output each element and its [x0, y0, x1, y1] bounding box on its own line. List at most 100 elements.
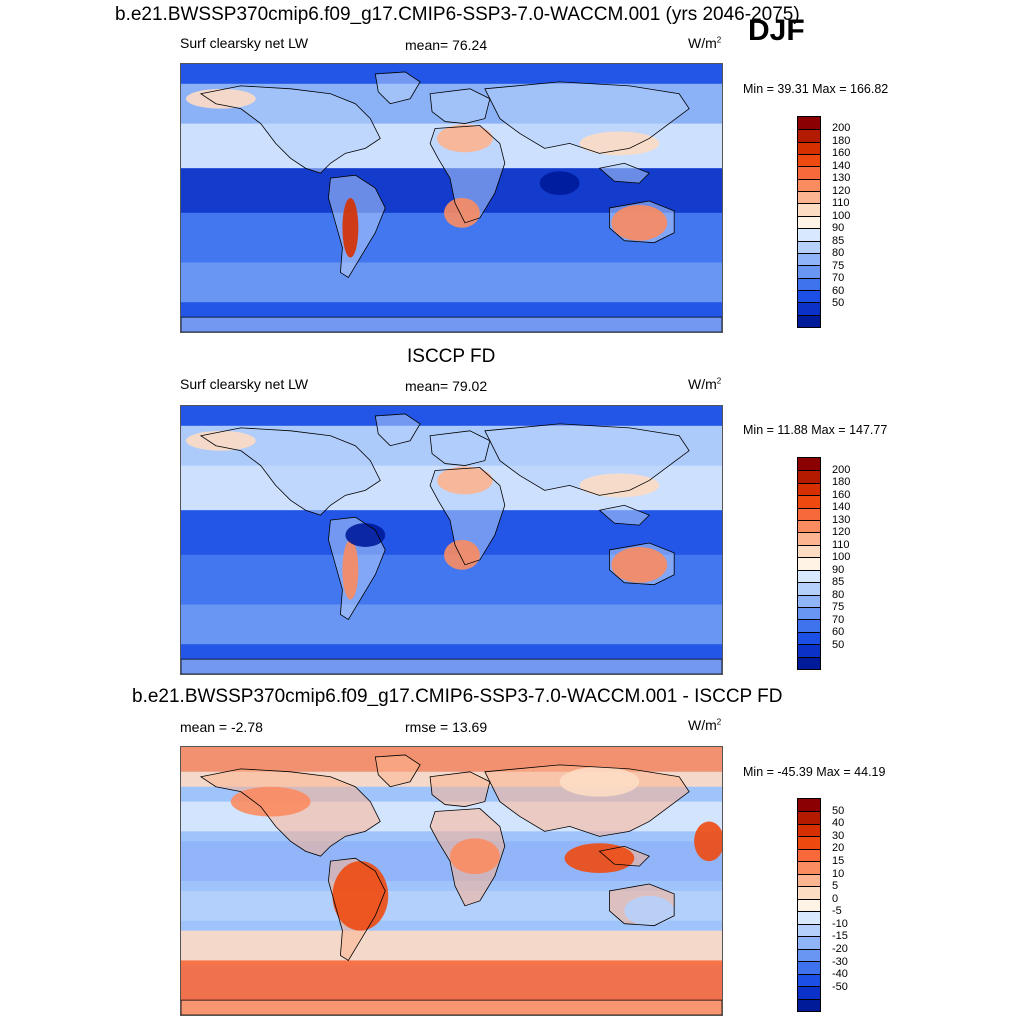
colorbar-segment: [798, 936, 820, 949]
colorbar-segment: [798, 129, 820, 142]
colorbar-tick-label: 5: [832, 880, 839, 893]
colorbar-segment: [798, 117, 820, 130]
colorbar-segment: [798, 277, 820, 290]
colorbar-segment: [798, 302, 820, 315]
colorbar-segment: [798, 861, 820, 874]
colorbar-tick-label: 110: [832, 197, 850, 210]
colorbar-segment: [798, 799, 820, 812]
colorbar-segment: [798, 986, 820, 999]
colorbar-segment: [798, 619, 820, 632]
colorbar-segment: [798, 973, 820, 987]
colorbar: [797, 116, 821, 328]
colorbar-segment: [798, 495, 820, 508]
colorbar-tick-label: -50: [832, 980, 848, 993]
colorbar-tick-label: 90: [832, 222, 845, 235]
variable-label: Surf clearsky net LW: [180, 35, 309, 51]
mean-label: mean= 76.24: [405, 37, 488, 53]
colorbar-tick-label: 50: [832, 297, 845, 310]
units-label: W/m2: [688, 35, 722, 51]
colorbar-tick-label: 70: [832, 272, 845, 285]
colorbar-tick-label: 75: [832, 601, 845, 614]
colorbar-tick-label: 60: [832, 626, 845, 639]
colorbar-segment: [798, 873, 820, 887]
colorbar-tick-label: 160: [832, 488, 851, 501]
mean-label: mean = -2.78: [180, 719, 263, 735]
colorbar-segment: [798, 811, 820, 824]
colorbar-segment: [798, 848, 820, 862]
colorbar-tick-label: 200: [832, 122, 851, 135]
colorbar-tick-label: 140: [832, 159, 851, 172]
colorbar-tick-label: 110: [832, 538, 850, 551]
colorbar: [797, 457, 821, 670]
colorbar-segment: [798, 886, 820, 899]
colorbar-tick-label: 120: [832, 184, 851, 197]
colorbar-segment: [798, 154, 820, 167]
colorbar-tick-label: 70: [832, 613, 845, 626]
colorbar-segment: [798, 203, 820, 216]
colorbar-segment: [798, 141, 820, 155]
colorbar: [797, 798, 821, 1012]
colorbar-tick-label: -10: [832, 917, 848, 930]
colorbar-segment: [798, 911, 820, 924]
panel-title: b.e21.BWSSP370cmip6.f09_g17.CMIP6-SSP3-7…: [115, 4, 800, 25]
colorbar-segment: [798, 823, 820, 837]
colorbar-tick-label: -20: [832, 943, 848, 956]
mean-label: mean= 79.02: [405, 378, 488, 394]
colorbar-segment: [798, 557, 820, 570]
colorbar-segment: [798, 252, 820, 266]
colorbar-tick-label: 50: [832, 804, 845, 817]
units-label: W/m2: [688, 376, 722, 392]
rmse-label: rmse = 13.69: [405, 719, 488, 735]
colorbar-tick-label: 50: [832, 638, 845, 651]
colorbar-segment: [798, 458, 820, 471]
colorbar-segment: [798, 228, 820, 241]
colorbar-segment: [798, 166, 820, 179]
colorbar-tick-label: 140: [832, 501, 851, 514]
variable-label: Surf clearsky net LW: [180, 376, 309, 392]
colorbar-tick-label: 60: [832, 284, 845, 297]
colorbar-tick-label: 100: [832, 209, 851, 222]
colorbar-segment: [798, 191, 820, 204]
colorbar-segment: [798, 470, 820, 483]
colorbar-segment: [798, 520, 820, 533]
colorbar-tick-label: -30: [832, 955, 848, 968]
map-plot: [180, 405, 723, 675]
colorbar-segment: [798, 215, 820, 229]
colorbar-segment: [798, 606, 820, 620]
season-label: DJF: [748, 14, 805, 47]
units-label: W/m2: [688, 717, 722, 733]
colorbar-tick-label: 20: [832, 842, 845, 855]
colorbar-segment: [798, 582, 820, 595]
colorbar-tick-label: 160: [832, 147, 851, 160]
colorbar-tick-label: 120: [832, 526, 851, 539]
colorbar-tick-label: 80: [832, 588, 845, 601]
colorbar-segment: [798, 507, 820, 521]
colorbar-tick-label: 200: [832, 463, 851, 476]
colorbar-segment: [798, 948, 820, 962]
colorbar-segment: [798, 594, 820, 607]
colorbar-tick-label: 100: [832, 551, 851, 564]
panel-title: ISCCP FD: [407, 346, 496, 367]
map-plot: [180, 63, 723, 333]
colorbar-tick-label: 10: [832, 867, 845, 880]
colorbar-segment: [798, 631, 820, 645]
colorbar-tick-label: 0: [832, 892, 839, 905]
colorbar-tick-label: 80: [832, 247, 845, 260]
colorbar-segment: [798, 240, 820, 253]
colorbar-segment: [798, 289, 820, 303]
colorbar-tick-label: 130: [832, 172, 851, 185]
colorbar-segment: [798, 178, 820, 192]
colorbar-segment: [798, 836, 820, 849]
colorbar-segment: [798, 314, 820, 327]
colorbar-tick-label: 40: [832, 817, 845, 830]
colorbar-segment: [798, 544, 820, 558]
colorbar-segment: [798, 532, 820, 545]
min-max-label: Min = 39.31 Max = 166.82: [743, 82, 889, 96]
colorbar-segment: [798, 569, 820, 583]
colorbar-tick-label: 30: [832, 829, 845, 842]
colorbar-tick-label: -5: [832, 905, 842, 918]
colorbar-segment: [798, 644, 820, 657]
colorbar-segment: [798, 923, 820, 937]
min-max-label: Min = -45.39 Max = 44.19: [743, 765, 886, 779]
colorbar-tick-label: -15: [832, 930, 848, 943]
